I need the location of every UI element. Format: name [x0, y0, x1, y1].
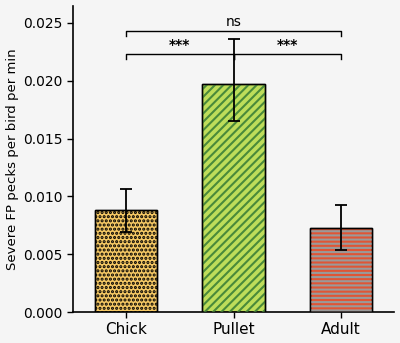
Text: ***: *** [169, 38, 190, 52]
Bar [310, 228, 372, 312]
Y-axis label: Severe FP pecks per bird per min: Severe FP pecks per bird per min [6, 48, 18, 270]
Bar [310, 228, 372, 312]
Bar [95, 210, 157, 312]
Bar [310, 228, 372, 312]
Bar [95, 210, 157, 312]
Text: ***: *** [276, 38, 298, 52]
Bar [202, 84, 265, 312]
Bar [202, 84, 265, 312]
Text: ns: ns [226, 15, 242, 29]
Bar [95, 210, 157, 312]
Bar [202, 84, 265, 312]
